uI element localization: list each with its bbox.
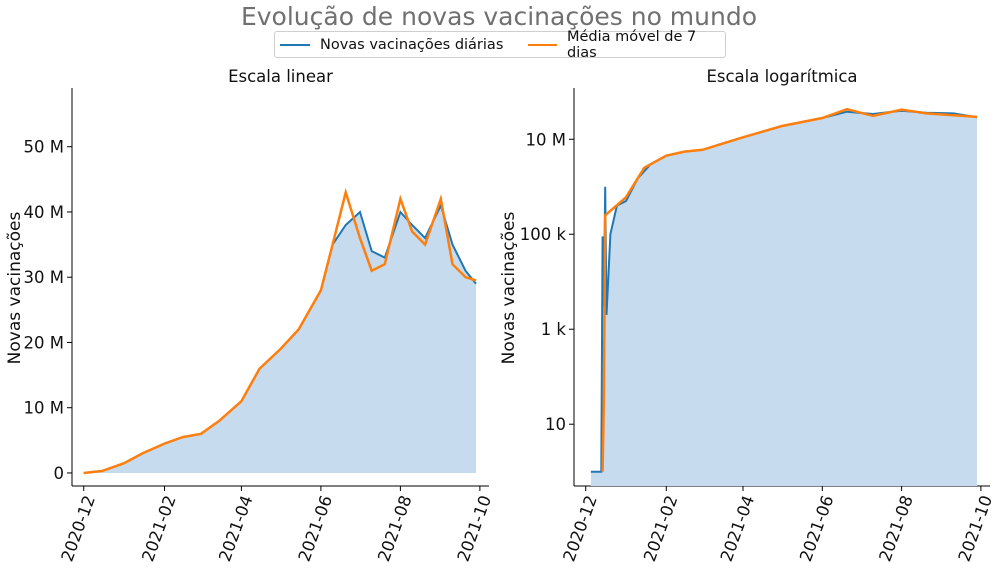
y-tick-label: 0 [54, 464, 65, 483]
y-tick-label: 10 [545, 415, 566, 434]
series-avg-line [83, 187, 477, 475]
x-tick-label: 2021-04 [215, 493, 256, 564]
x-tick-label: 2021-08 [875, 493, 916, 564]
x-tick-label: 2021-02 [640, 493, 681, 564]
y-tick-label: 20 M [24, 333, 64, 352]
y-tick-label: 100 k [520, 225, 567, 244]
x-tick-label: 2021-10 [955, 493, 996, 564]
panel-log: Escala logarítmica Novas vacinações 2020-1… [499, 67, 996, 564]
y-tick-label: 50 M [24, 138, 64, 157]
area-daily [83, 205, 476, 473]
y-tick-label: 30 M [24, 268, 64, 287]
panel-title: Escala linear [228, 67, 333, 86]
x-tick-label: 2021-08 [374, 493, 415, 564]
legend-label-daily: Novas vacinações diárias [320, 37, 504, 53]
panel-linear: Escala linear Novas vacinações 2020-12 2021… [5, 67, 495, 564]
x-tick-label: 2021-06 [295, 493, 336, 564]
chart-suptitle: Evolução de novas vacinações no mundo [240, 2, 758, 31]
x-tick-label: 2021-10 [454, 493, 495, 564]
legend: Novas vacinações diárias Média móvel de … [274, 29, 726, 61]
y-tick-label: 1 k [541, 320, 567, 339]
legend-swatch-daily [280, 44, 310, 46]
y-axis-label: Novas vacinações [499, 212, 519, 365]
series-avg-line [601, 107, 978, 472]
y-tick-label: 10 M [526, 130, 566, 149]
area-daily [590, 110, 977, 486]
legend-swatch-avg [528, 44, 557, 46]
x-tick-label: 2020-12 [57, 493, 98, 564]
y-tick-label: 40 M [24, 203, 64, 222]
x-tick-label: 2021-02 [138, 493, 179, 564]
x-tick-label: 2021-04 [717, 493, 758, 564]
legend-item-daily: Novas vacinações diárias [280, 36, 503, 54]
y-tick-label: 10 M [24, 399, 64, 418]
panel-title: Escala logarítmica [706, 67, 857, 86]
legend-label-avg: Média móvel de 7 dias [566, 29, 697, 61]
x-tick-label: 2020-12 [559, 493, 600, 564]
x-tick-label: 2021-06 [796, 493, 837, 564]
y-axis-label: Novas vacinações [5, 212, 25, 365]
legend-item-avg: Média móvel de 7 dias [528, 29, 725, 61]
